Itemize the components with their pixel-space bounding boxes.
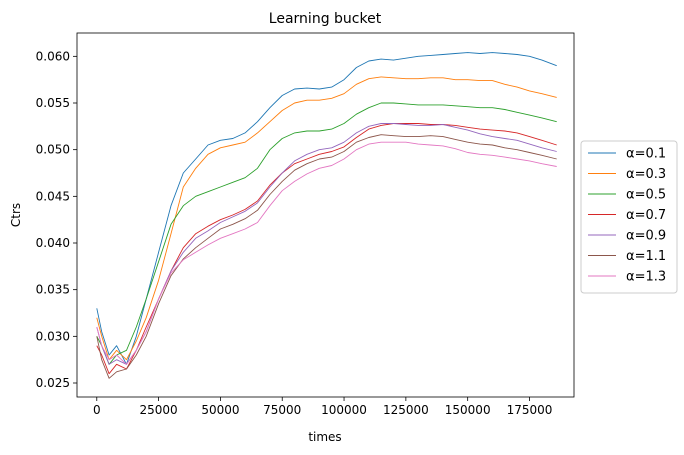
y-axis-label: Ctrs — [9, 203, 23, 227]
series-line-1 — [96, 76, 557, 361]
series-line-6 — [96, 141, 557, 365]
legend-label-5: α=1.1 — [626, 249, 666, 264]
y-tick-label: 0.050 — [36, 143, 70, 157]
legend-label-2: α=0.5 — [626, 188, 666, 203]
series-line-2 — [96, 102, 557, 365]
x-tick-label: 25000 — [140, 403, 178, 417]
y-tick-label: 0.030 — [36, 329, 70, 343]
legend-label-1: α=0.3 — [626, 167, 666, 182]
x-tick-label: 175000 — [507, 403, 553, 417]
x-tick-label: 150000 — [445, 403, 491, 417]
legend-label-3: α=0.7 — [626, 208, 666, 223]
x-tick-label: 0 — [93, 403, 101, 417]
y-tick-label: 0.060 — [36, 49, 70, 63]
legend: α=0.1 α=0.3 α=0.5 α=0.7 α=0.9 α=1.1 α=1.3 — [580, 140, 678, 294]
series-line-5 — [96, 134, 557, 379]
y-tick-label: 0.055 — [36, 96, 70, 110]
y-tick-label: 0.035 — [36, 283, 70, 297]
y-axis: 0.025 0.030 0.035 0.040 0.045 0.050 0.055 0.060 — [36, 49, 77, 390]
y-tick-label: 0.045 — [36, 189, 70, 203]
legend-label-4: α=0.9 — [626, 229, 666, 244]
chart-title: Learning bucket — [269, 11, 382, 27]
series-line-0 — [96, 52, 557, 365]
x-tick-label: 75000 — [263, 403, 301, 417]
x-tick-label: 100000 — [321, 403, 367, 417]
legend-label-6: α=1.3 — [626, 270, 666, 285]
plot-area — [96, 52, 557, 379]
series-line-3 — [96, 123, 557, 375]
x-tick-label: 125000 — [383, 403, 429, 417]
x-axis: 0 25000 50000 75000 100000 125000 150000 175000 — [93, 397, 552, 417]
y-tick-label: 0.025 — [36, 376, 70, 390]
axes-frame — [76, 32, 575, 398]
y-tick-label: 0.040 — [36, 236, 70, 250]
x-axis-label: times — [308, 430, 341, 444]
legend-label-0: α=0.1 — [626, 147, 666, 162]
x-tick-label: 50000 — [201, 403, 239, 417]
